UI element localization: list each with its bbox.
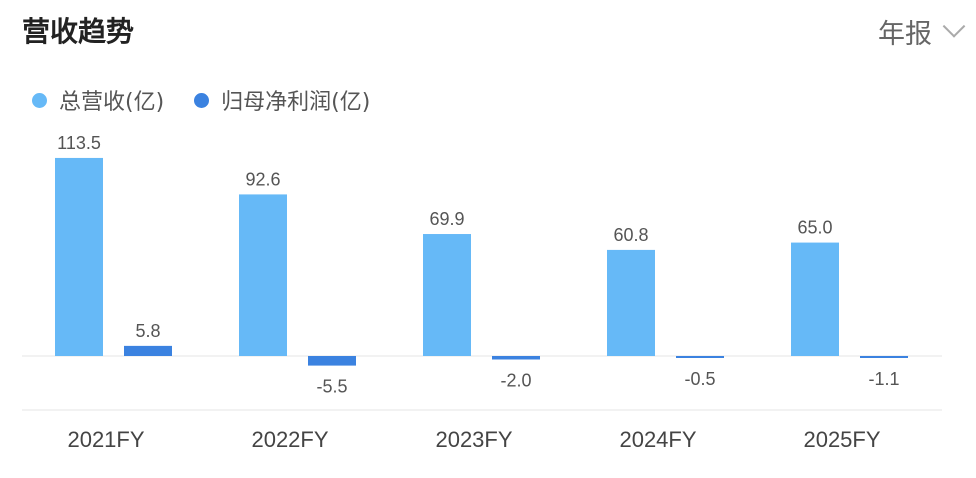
data-label: 60.8 — [613, 225, 648, 245]
data-label: 113.5 — [57, 133, 101, 153]
legend-dot-profit — [194, 92, 210, 108]
bar-revenue — [55, 157, 103, 356]
x-tick-label: 2025FY — [803, 427, 880, 452]
x-tick-label: 2024FY — [619, 427, 696, 452]
bar-profit — [308, 356, 356, 366]
x-tick-label: 2022FY — [251, 427, 328, 452]
data-label: -1.1 — [868, 369, 899, 389]
data-label: -2.0 — [500, 370, 531, 390]
legend-dot-revenue — [32, 92, 47, 108]
data-label: 65.0 — [797, 218, 832, 238]
bar-profit — [676, 356, 724, 358]
bar-profit — [124, 345, 172, 356]
period-label: 年报 — [878, 19, 932, 50]
page-title: 营收趋势 — [22, 15, 135, 48]
x-tick-label: 2021FY — [67, 427, 144, 452]
bar-revenue — [423, 234, 471, 356]
legend-label: 归母净利润(亿) — [221, 90, 371, 115]
data-label: -5.5 — [316, 377, 347, 397]
period-selector[interactable]: 年报 — [878, 12, 966, 51]
bar-revenue — [239, 194, 287, 356]
legend: 总营收(亿) 归母净利润(亿) — [32, 84, 370, 116]
bar-revenue — [791, 242, 839, 356]
data-label: 92.6 — [245, 169, 280, 189]
legend-item-profit[interactable]: 归母净利润(亿) — [194, 84, 370, 116]
legend-label: 总营收(亿) — [59, 90, 165, 115]
data-label: 69.9 — [429, 209, 464, 229]
bar-revenue — [607, 249, 655, 356]
bar-profit — [860, 356, 908, 358]
data-label: -0.5 — [684, 369, 715, 389]
x-tick-label: 2023FY — [435, 427, 512, 452]
legend-item-revenue[interactable]: 总营收(亿) — [32, 84, 164, 116]
data-label: 5.8 — [135, 321, 160, 341]
bar-profit — [492, 356, 540, 360]
